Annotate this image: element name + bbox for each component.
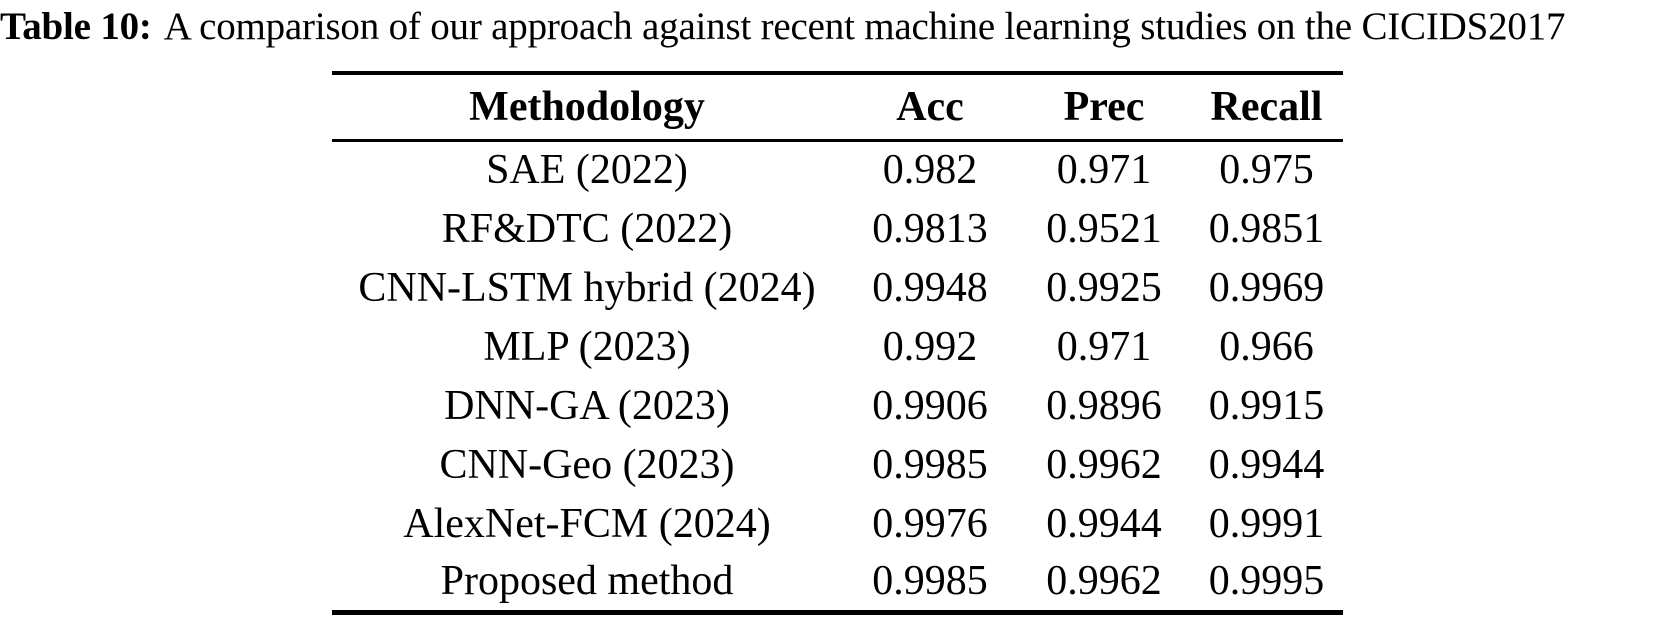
cell-prec: 0.9521 [1046,205,1162,252]
table-caption-text: A comparison of our approach against rec… [163,5,1566,48]
table-row: CNN-LSTM hybrid (2024) 0.9948 0.9925 0.9… [332,258,1343,317]
cell-prec: 0.9962 [1046,558,1162,605]
cell-acc: 0.9813 [872,205,988,252]
cell-recall: 0.9991 [1208,500,1325,547]
table-caption-label: Table 10: [0,5,152,48]
cell-recall: 0.9915 [1208,382,1325,429]
column-header-methodology: Methodology [469,83,705,130]
column-header-prec: Prec [1063,83,1145,130]
cell-recall: 0.975 [1219,147,1314,194]
table-row: RF&DTC (2022) 0.9813 0.9521 0.9851 [332,199,1343,258]
cell-recall: 0.9995 [1208,558,1325,605]
cell-methodology: RF&DTC (2022) [441,205,733,252]
cell-acc: 0.9985 [872,558,988,605]
table-body: SAE (2022) 0.982 0.971 0.975 RF&DTC (202… [332,140,1343,612]
cell-methodology: SAE (2022) [486,147,688,194]
cell-methodology: MLP (2023) [483,323,691,370]
cell-acc: 0.9906 [872,382,988,429]
cell-acc: 0.9976 [872,500,988,547]
cell-methodology: CNN-Geo (2023) [439,441,735,488]
cell-acc: 0.9948 [872,264,988,311]
table-row: MLP (2023) 0.992 0.971 0.966 [332,317,1343,376]
table-row: DNN-GA (2023) 0.9906 0.9896 0.9915 [332,376,1343,435]
cell-prec: 0.971 [1056,323,1152,370]
cell-prec: 0.9925 [1046,264,1162,311]
cell-methodology: AlexNet-FCM (2024) [403,500,771,547]
cell-prec: 0.9944 [1046,500,1162,547]
table-row: Proposed method 0.9985 0.9962 0.9995 [332,553,1343,612]
cell-prec: 0.971 [1056,147,1152,194]
cell-methodology: CNN-LSTM hybrid (2024) [358,264,816,311]
cell-recall: 0.9851 [1208,205,1325,252]
cell-acc: 0.982 [882,147,978,194]
cell-methodology: Proposed method [440,558,734,605]
cell-acc: 0.992 [882,323,978,370]
cell-recall: 0.9969 [1208,264,1325,311]
table-row: AlexNet-FCM (2024) 0.9976 0.9944 0.9991 [332,494,1343,553]
table-header-row: Methodology Acc Prec Recall [332,73,1343,140]
cell-acc: 0.9985 [872,441,988,488]
column-header-recall: Recall [1210,83,1323,130]
table-row: SAE (2022) 0.982 0.971 0.975 [332,140,1343,199]
cell-prec: 0.9896 [1046,382,1162,429]
comparison-table: Methodology Acc Prec Recall SAE (2022) 0… [332,71,1343,615]
table-caption: Table 10: A comparison of our approach ag… [0,4,1675,51]
cell-recall: 0.9944 [1208,441,1325,488]
cell-prec: 0.9962 [1046,441,1162,488]
cell-recall: 0.966 [1219,323,1314,370]
table-row: CNN-Geo (2023) 0.9985 0.9962 0.9944 [332,435,1343,494]
column-header-acc: Acc [896,83,964,130]
cell-methodology: DNN-GA (2023) [444,382,730,429]
